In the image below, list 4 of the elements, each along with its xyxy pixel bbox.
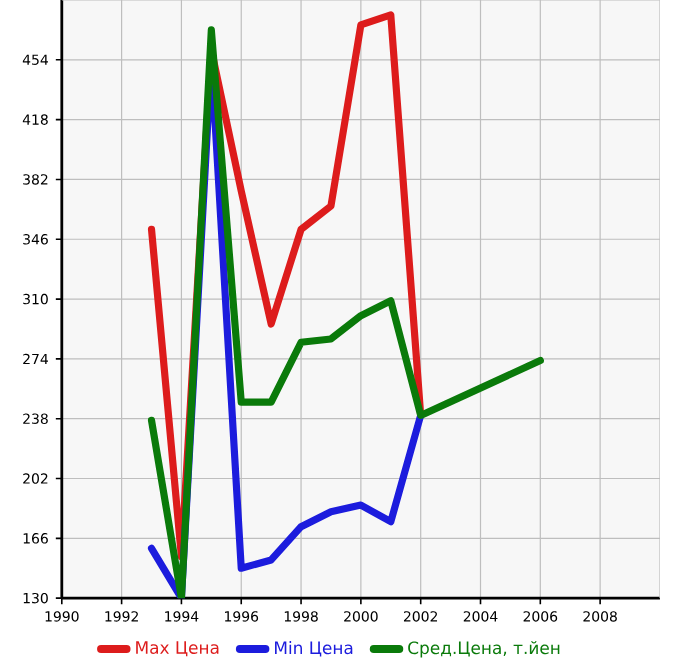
legend-label: Max Цена <box>136 641 219 657</box>
legend-label: Сред.Цена, т.йен <box>408 641 560 658</box>
legend-label: Min Цена <box>275 641 353 657</box>
line-series <box>147 26 544 599</box>
